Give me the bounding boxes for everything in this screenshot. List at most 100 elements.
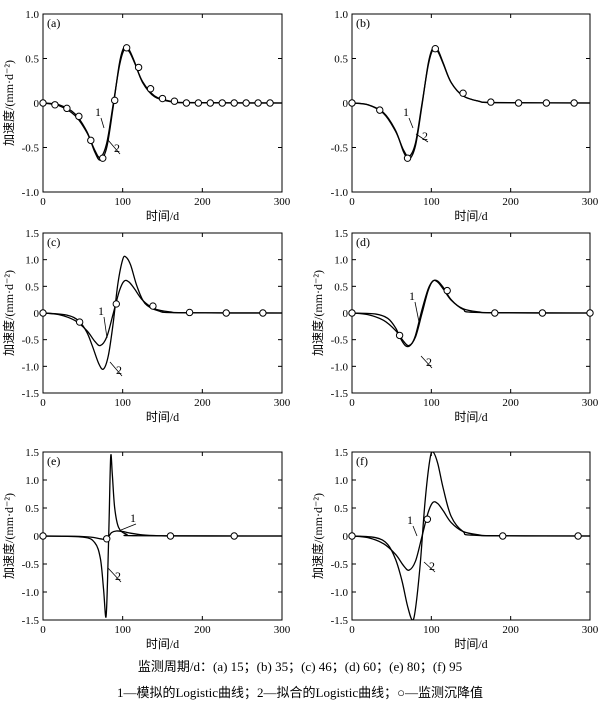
y-tick-label: -0.5 [331, 143, 349, 155]
panel-label: (a) [47, 16, 60, 30]
x-axis-label: 时间/d [454, 209, 487, 223]
observed-point [122, 44, 131, 52]
x-tick-label: 100 [423, 624, 440, 636]
curve-leader-2 [415, 133, 429, 143]
observed-point [222, 309, 230, 317]
observed-point [218, 99, 226, 107]
curve-leader-1 [408, 117, 414, 129]
observed-point [570, 99, 578, 107]
observed-point [423, 515, 432, 523]
x-tick-label: 200 [502, 196, 519, 208]
y-tick-label: -0.5 [22, 335, 40, 347]
observed-point [185, 308, 194, 317]
x-axis-label: 时间/d [146, 209, 179, 223]
observed-point [491, 309, 499, 317]
y-tick-label: 1.5 [334, 447, 348, 459]
x-tick-label: 300 [274, 196, 291, 208]
observed-point [242, 99, 250, 107]
y-tick-label: -1.0 [331, 361, 349, 373]
curve-leader-1 [100, 117, 105, 129]
y-tick-label: -0.5 [331, 335, 349, 347]
caption-legend: 1—模拟的Logistic曲线；2—拟合的Logistic曲线；○—监测沉降值 [116, 685, 484, 700]
observed-point [170, 97, 179, 105]
y-tick-label: 0 [34, 98, 40, 110]
x-tick-label: 200 [194, 196, 211, 208]
observed-point [103, 535, 111, 543]
y-tick-label: -1.5 [22, 615, 40, 627]
observed-point [99, 154, 107, 162]
observed-point [87, 136, 95, 145]
panel-label: (f) [356, 454, 368, 468]
x-tick-label: 200 [502, 397, 519, 409]
observed-point [166, 532, 175, 540]
y-tick-label: 1.5 [25, 447, 39, 459]
x-axis-label: 时间/d [454, 637, 487, 651]
x-tick-label: 300 [274, 624, 291, 636]
y-tick-label: -1.0 [331, 187, 349, 199]
series-line-1 [352, 501, 590, 571]
x-axis-label: 时间/d [454, 410, 487, 424]
observed-point [206, 99, 215, 107]
x-tick-label: 300 [582, 196, 599, 208]
x-tick-label: 100 [114, 397, 131, 409]
curve-label-2: 2 [115, 569, 121, 583]
observed-point [431, 45, 439, 53]
y-tick-label: 0.5 [25, 281, 39, 293]
chart-panel-e: 0 100 200 300 -1.5 -1.0 -0.5 0 0.5 1.0 1.5 (e) 时间/d 加… [1, 447, 291, 651]
y-tick-label: 0.5 [25, 54, 39, 66]
curve-leader-2 [107, 139, 121, 155]
observed-point [259, 309, 267, 317]
observed-point [542, 99, 551, 107]
x-axis-label: 时间/d [146, 410, 179, 424]
x-axis-label: 时间/d [146, 637, 179, 651]
caption-periods: 监测周期/d：(a) 15；(b) 35；(c) 46；(d) 60；(e) 8… [137, 659, 463, 674]
observed-point [395, 331, 404, 340]
curve-leader-1 [412, 525, 418, 537]
y-tick-label: 0 [34, 308, 40, 320]
curve-leader-2 [420, 355, 433, 369]
observed-point [111, 96, 119, 105]
y-tick-label: 0.5 [25, 503, 39, 515]
series-line-2 [43, 454, 282, 618]
curve-label-2: 2 [426, 355, 432, 369]
y-tick-label: 1.0 [334, 255, 348, 267]
y-tick-label: 0.5 [334, 54, 348, 66]
x-tick-label: 200 [194, 397, 211, 409]
y-tick-label: -0.5 [22, 143, 40, 155]
panel-label: (d) [356, 235, 370, 249]
curve-leader-2 [109, 361, 123, 377]
x-tick-label: 100 [423, 397, 440, 409]
curve-leader-1 [103, 316, 108, 339]
curve-label-1: 1 [407, 513, 413, 527]
observed-point [348, 99, 356, 107]
y-axis-label: 加速度/(mm·d⁻²) [1, 60, 16, 146]
observed-point [51, 101, 59, 109]
observed-point [146, 85, 155, 93]
y-tick-label: 1.5 [334, 228, 348, 240]
chart-panel-a: 0 100 200 300 -1.0 -0.5 0 0.5 1.0 (a) 时间/d 加速度/(mm·… [1, 9, 291, 223]
series-line-2 [352, 452, 590, 620]
y-tick-label: 0 [343, 308, 349, 320]
curve-label-2: 2 [429, 559, 435, 573]
observed-point [149, 302, 157, 310]
series-line-2 [352, 46, 590, 160]
x-tick-label: 300 [582, 624, 599, 636]
observed-point [443, 286, 451, 295]
curve-label-2: 2 [116, 363, 122, 377]
observed-point [194, 99, 203, 107]
observed-point [348, 309, 356, 317]
curve-leader-2 [423, 561, 436, 573]
y-axis-label: 加速度/(mm·d⁻²) [1, 493, 16, 579]
observed-point [39, 99, 47, 107]
chart-panel-f: 0 100 200 300 -1.5 -1.0 -0.5 0 0.5 1.0 1.5 (f) 时间/d 加… [310, 447, 599, 651]
y-tick-label: -1.5 [331, 388, 349, 400]
observed-point [499, 532, 507, 540]
observed-point [574, 532, 582, 540]
y-tick-label: -1.0 [22, 587, 40, 599]
observed-point [75, 318, 84, 326]
y-tick-label: -1.5 [331, 615, 349, 627]
observed-point [403, 154, 412, 162]
y-tick-label: 0.5 [334, 281, 348, 293]
curve-leader-2 [107, 567, 122, 583]
y-tick-label: -1.0 [331, 587, 349, 599]
